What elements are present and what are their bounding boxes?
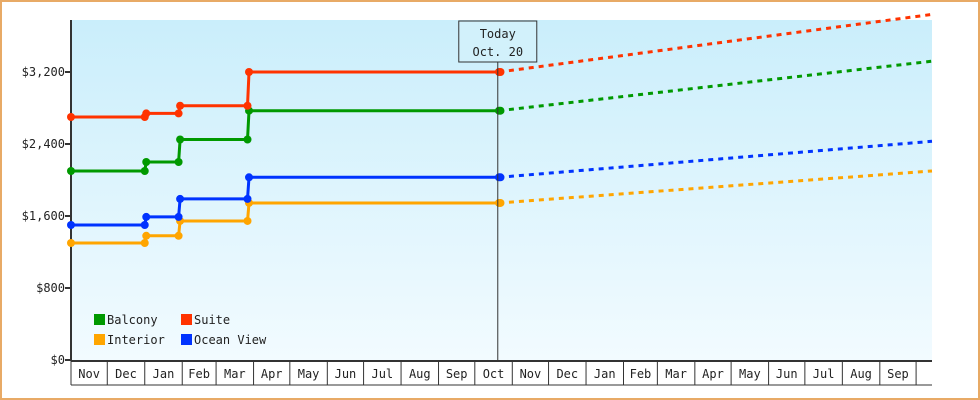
x-tick-label: Jun [335,367,357,381]
ocean-view-point [245,173,254,182]
balcony-forecast-line [498,59,933,113]
balcony-point [496,106,505,115]
suite-forecast-line [498,12,933,74]
x-tick-label: Sep [887,367,909,381]
ocean-view-legend-swatch [181,334,192,345]
balcony-point [142,158,151,166]
suite-point [245,68,254,76]
x-tick-label: Aug [409,367,431,381]
suite-point [496,68,505,76]
y-tick-label: $2,400 [22,137,65,151]
x-tick-label: Sep [446,367,468,381]
y-tick-label: $3,200 [22,65,65,79]
x-tick-label: Feb [188,367,210,381]
today-date: Oct. 20 [472,45,523,59]
balcony-legend-label: Balcony [107,313,158,327]
suite-point [243,101,252,110]
y-tick-label: $1,600 [22,209,65,223]
x-tick-label: Jul [371,367,393,381]
x-tick-label: Mar [665,367,687,381]
x-tick-label: Apr [261,367,283,381]
ocean-view-point [174,212,183,221]
today-label-box [458,20,538,63]
interior-point [67,239,75,247]
x-tick-label: Nov [520,367,542,381]
x-tick-label: Jul [813,367,835,381]
x-tick-label: Feb [630,367,652,381]
x-tick-label: May [739,367,761,381]
interior-point [243,216,252,225]
ocean-view-point [496,173,505,182]
ocean-view-legend-label: Ocean View [194,333,267,347]
interior-legend-label: Interior [107,333,165,347]
suite-point [176,101,185,110]
x-tick-label: Jan [153,367,175,381]
interior-point [142,231,151,240]
ocean-view-point [67,221,75,229]
suite-legend-swatch [181,314,192,325]
today-label: Today [480,27,516,41]
x-tick-label: Jun [776,367,798,381]
suite-legend-label: Suite [194,313,230,327]
ocean-view-forecast-line [498,139,933,179]
interior-point [174,231,183,240]
ocean-view-point [140,221,149,229]
interior-legend-swatch [94,334,105,345]
interior-point [140,239,149,247]
ocean-view-point [176,194,185,203]
balcony-point [67,167,75,175]
x-tick-label: Dec [556,367,578,381]
suite-point [174,109,183,118]
y-tick-label: $800 [36,281,65,295]
x-tick-label: Jan [594,367,616,381]
x-tick-label: Oct [483,367,505,381]
interior-point [496,198,505,207]
x-tick-label: Nov [78,367,100,381]
y-tick-label: $0 [51,353,65,367]
balcony-point [176,135,185,144]
x-tick-label: Mar [224,367,246,381]
balcony-point [243,135,252,144]
legend: Balcony Suite Interior Ocean View [94,313,267,347]
x-tick-label: May [298,367,320,381]
balcony-point [174,158,183,166]
interior-forecast-line [498,169,933,205]
balcony-point [140,167,149,175]
suite-point [67,113,75,121]
x-tick-label: Apr [702,367,724,381]
suite-point [142,109,151,118]
ocean-view-point [142,212,151,221]
x-tick-label: Aug [850,367,872,381]
ocean-view-point [243,194,252,203]
balcony-legend-swatch [94,314,105,325]
x-tick-label: Dec [115,367,137,381]
